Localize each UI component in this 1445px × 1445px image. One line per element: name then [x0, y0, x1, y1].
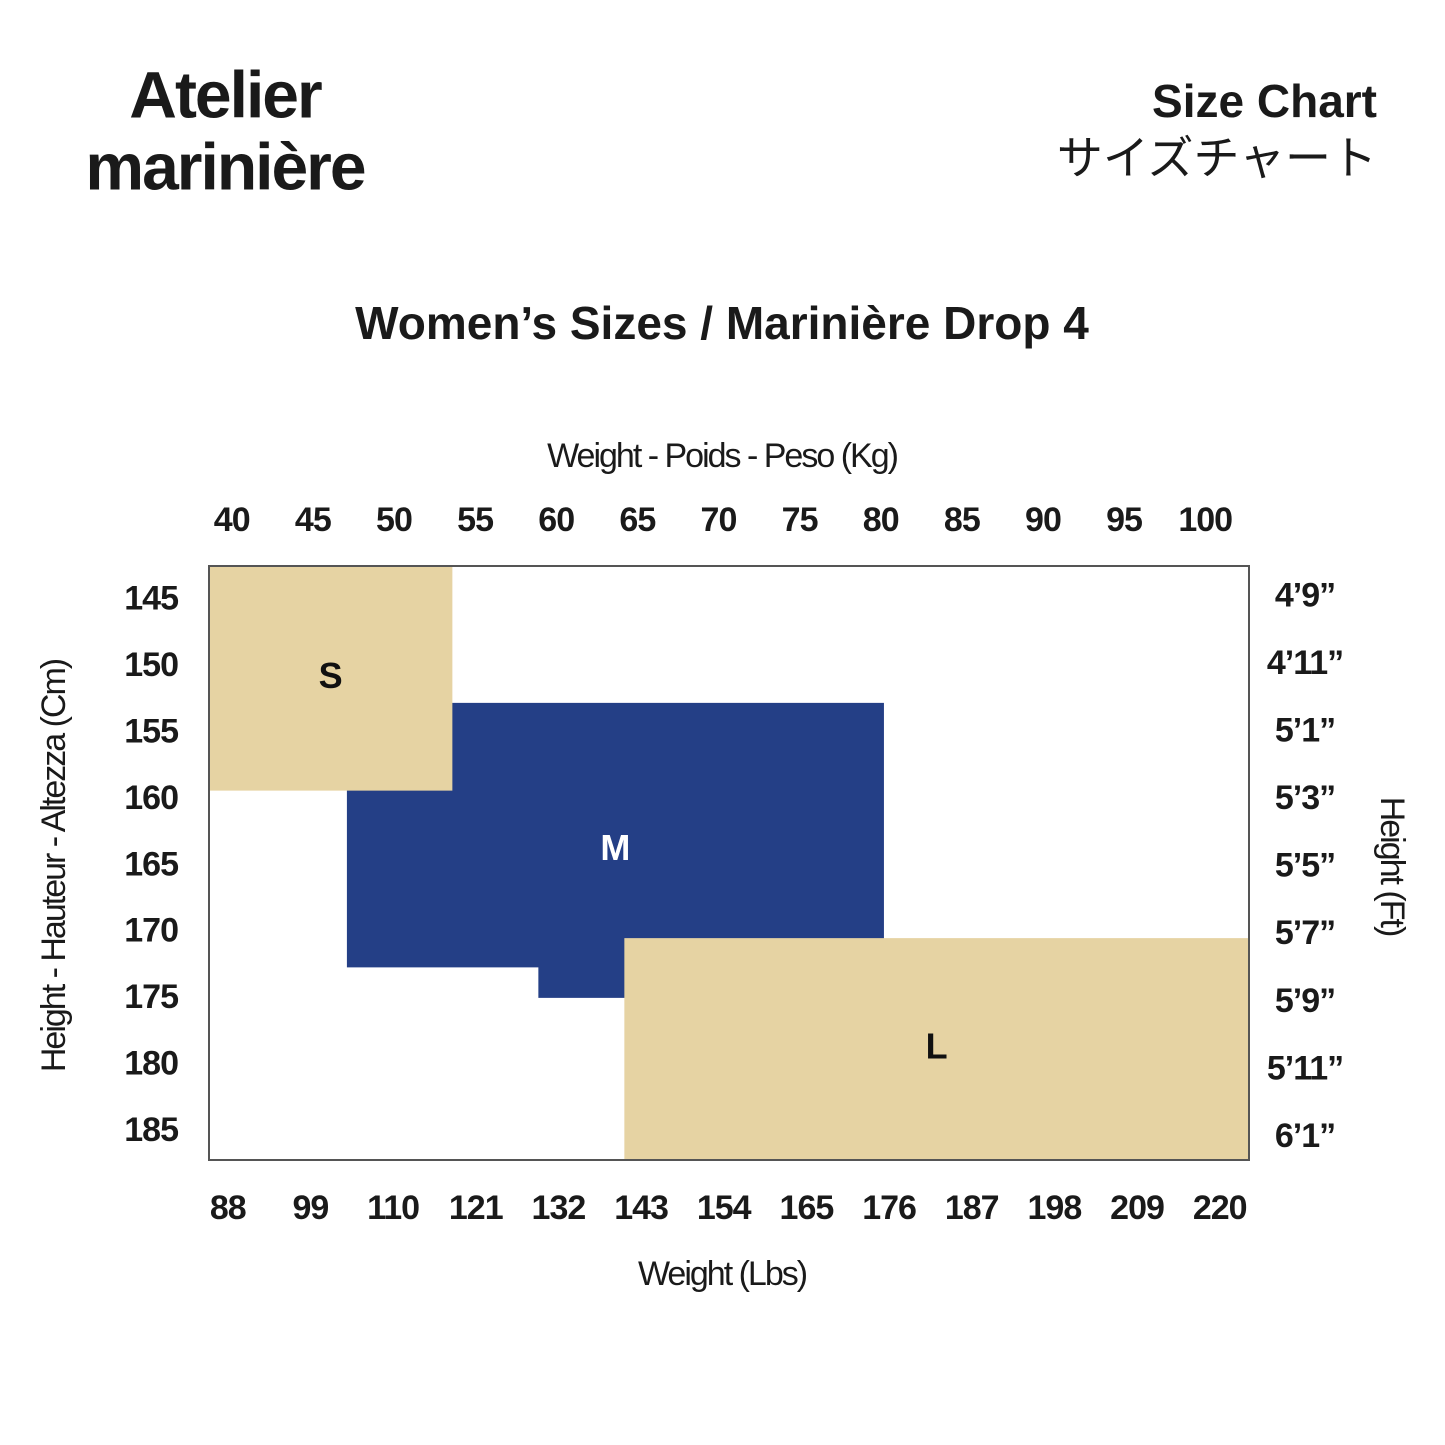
x2-tick-label: 88 — [210, 1189, 246, 1227]
x-tick-label: 90 — [1025, 501, 1061, 539]
y2-tick-label: 5’1” — [1275, 712, 1335, 750]
region-label: S — [319, 655, 343, 696]
y-tick-label: 175 — [124, 978, 178, 1016]
brand-line: Atelier — [129, 57, 322, 131]
x-tick-label: 65 — [619, 501, 655, 539]
y2-tick-label: 5’7” — [1275, 914, 1335, 952]
size-region — [624, 938, 1249, 1160]
region-label: L — [926, 1026, 948, 1067]
y2-tick-label: 4’9” — [1275, 577, 1335, 615]
y-tick-label: 170 — [124, 912, 178, 950]
x-tick-label: 95 — [1106, 501, 1142, 539]
y-tick-label: 160 — [124, 779, 178, 817]
x2-tick-label: 143 — [614, 1189, 668, 1227]
x-tick-label: 70 — [701, 501, 737, 539]
x2-tick-label: 187 — [945, 1189, 999, 1227]
x-tick-label: 80 — [863, 501, 899, 539]
x2-tick-label: 220 — [1193, 1189, 1247, 1227]
x-axis-title: Weight - Poids - Peso (Kg) — [547, 437, 898, 475]
y-tick-label: 145 — [124, 580, 178, 618]
y-tick-label: 185 — [124, 1111, 178, 1149]
plot-frame — [208, 565, 1250, 1161]
x-tick-label: 50 — [376, 501, 412, 539]
y-tick-label: 155 — [124, 712, 178, 750]
y-tick-label: 180 — [124, 1045, 178, 1083]
x-tick-label: 45 — [295, 501, 331, 539]
x2-tick-label: 121 — [449, 1189, 503, 1227]
y2-axis-title: Height (Ft) — [1373, 797, 1411, 936]
x-tick-label: 85 — [944, 501, 980, 539]
y2-tick-label: 4’11” — [1267, 644, 1343, 682]
y2-tick-label: 5’5” — [1275, 847, 1335, 885]
x-tick-label: 60 — [538, 501, 574, 539]
size-region — [209, 566, 453, 791]
y2-tick-label: 5’3” — [1275, 779, 1335, 817]
chart-label-ja: サイズチャート — [1057, 132, 1377, 184]
chart-title: Women’s Sizes / Marinière Drop 4 — [355, 297, 1089, 349]
x-tick-label: 55 — [457, 501, 493, 539]
y2-tick-label: 5’9” — [1275, 982, 1335, 1020]
chart-label: Size Chart — [1152, 75, 1377, 127]
x2-tick-label: 176 — [862, 1189, 916, 1227]
y-tick-label: 150 — [124, 646, 178, 684]
y-axis-title: Height - Hauteur - Altezza (Cm) — [35, 659, 73, 1072]
x2-tick-label: 99 — [293, 1189, 329, 1227]
x2-tick-label: 198 — [1028, 1189, 1082, 1227]
y2-tick-label: 6’1” — [1275, 1117, 1335, 1155]
size-region — [346, 702, 884, 998]
x-tick-label: 100 — [1178, 501, 1232, 539]
x-tick-label: 75 — [782, 501, 818, 539]
x2-axis-title: Weight (Lbs) — [638, 1255, 807, 1293]
x-tick-label: 40 — [214, 501, 250, 539]
x2-tick-label: 154 — [697, 1189, 752, 1227]
x2-tick-label: 209 — [1110, 1189, 1164, 1227]
y-tick-label: 165 — [124, 845, 178, 883]
x2-tick-label: 110 — [367, 1189, 419, 1227]
x2-tick-label: 132 — [532, 1189, 586, 1227]
brand-line: marinière — [85, 129, 364, 203]
y2-tick-label: 5’11” — [1267, 1049, 1343, 1087]
region-label: M — [600, 827, 630, 868]
x2-tick-label: 165 — [780, 1189, 834, 1227]
